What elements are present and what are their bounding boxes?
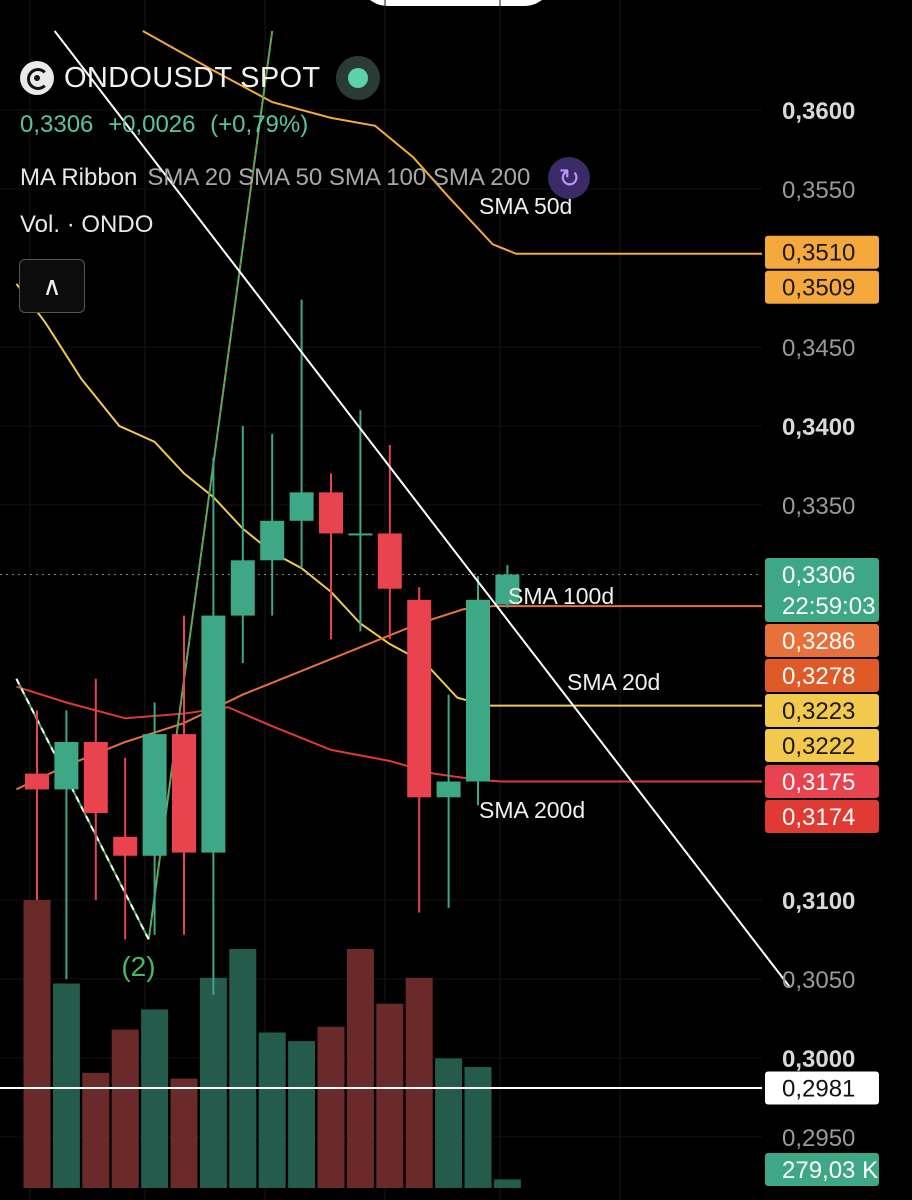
price-tag-label: 0,3509 (782, 275, 855, 302)
green-line-overlay (148, 30, 273, 940)
volume-bar (464, 1067, 492, 1188)
volume-bar (199, 977, 227, 1188)
sma-line (142, 30, 762, 255)
volume-bar (346, 948, 374, 1188)
y-tick-label: 0,3100 (782, 888, 855, 915)
price-tag-label: 0,3174 (782, 804, 855, 831)
y-tick-label: 0,3050 (782, 967, 855, 994)
y-tick-label: 0,2950 (782, 1125, 855, 1152)
y-axis: 0,3600 0,3550 0,3450 0,3400 0,3350 0,3100 0,30… (782, 98, 855, 1152)
live-dot-icon (336, 56, 381, 100)
symbol-header[interactable]: ONDOUSDT SPOT (20, 56, 381, 100)
candle-body (319, 492, 343, 534)
volume-bar (405, 977, 433, 1188)
price-tag (765, 800, 879, 833)
chevron-up-icon: ∧ (42, 270, 62, 301)
candle-body (260, 520, 285, 561)
price-tag (765, 270, 879, 304)
candle-body (230, 560, 255, 616)
volume-bar (493, 1179, 521, 1188)
y-tick-label: 0,3000 (782, 1046, 855, 1073)
price-tag-label: 0,3510 (782, 240, 855, 267)
sma-label-sma200: SMA 200d (479, 797, 585, 823)
wave-annotation: (2) (121, 951, 155, 982)
green-line-dashed (15, 678, 150, 940)
price-tag (765, 729, 879, 763)
y-tick-label: 0,3600 (782, 98, 855, 125)
price-tag (765, 694, 879, 728)
volume-tag (765, 1153, 879, 1186)
price-tag (765, 765, 879, 798)
volume-bar (52, 983, 80, 1188)
price-tag (765, 624, 879, 658)
candle-body (142, 734, 167, 856)
price-change: +0,0026 (108, 111, 196, 138)
price-tag-label: 0,3278 (782, 663, 855, 690)
price-tag-label: 0,3175 (782, 769, 855, 796)
candle-body (83, 742, 108, 814)
y-tick-label: 0,3450 (782, 335, 855, 362)
price-tag-label: 0,3286 (782, 628, 855, 655)
volume-bar (258, 1032, 286, 1188)
sma-label-sma50: SMA 50d (479, 193, 572, 219)
trendline (53, 30, 791, 988)
volume-bar (170, 1078, 198, 1188)
price-tag-label: 0,2981 (782, 1076, 855, 1103)
volume-bar (23, 900, 51, 1188)
candle-body (25, 773, 49, 790)
candle-body (495, 574, 520, 605)
green-lines (15, 30, 274, 940)
price-tags: 0,3510 0,3509 0,3306 22:59:03 0,3286 0,3278 0,… (765, 235, 879, 1105)
candles (25, 299, 520, 995)
candle-body (201, 615, 226, 853)
volume-legend[interactable]: Vol. · ONDO (20, 211, 154, 238)
symbol-title: ONDOUSDT SPOT (64, 61, 321, 94)
volume-bar (376, 1003, 404, 1188)
candle-body (466, 599, 490, 782)
volume-bar (82, 1072, 110, 1188)
price-summary: 0,3306 +0,0026 (+0,79%) (20, 111, 316, 139)
candle-body (113, 836, 138, 856)
candle-body (54, 742, 79, 790)
price-tag-countdown: 22:59:03 (782, 593, 875, 620)
price-tag-label: 0,3222 (782, 733, 855, 760)
y-tick-label: 0,3400 (782, 414, 855, 441)
indicator-name: MA Ribbon (20, 164, 138, 191)
price-tag (765, 1071, 879, 1105)
volume-bar (229, 948, 257, 1188)
y-tick-label: 0,3550 (782, 177, 855, 204)
last-price: 0,3306 (20, 111, 94, 138)
price-tag-label: 0,3306 (782, 562, 855, 589)
price-tag-label: 0,3223 (782, 698, 855, 725)
price-tag (765, 235, 879, 269)
candle-body (377, 533, 402, 589)
indicator-params: SMA 20 SMA 50 SMA 100 SMA 200 (147, 164, 531, 191)
volume-bar (288, 1041, 316, 1188)
sma-label-sma100: SMA 100d (508, 583, 614, 609)
ondo-logo-icon (20, 61, 54, 95)
candle-body (172, 734, 196, 853)
y-tick-label: 0,3350 (782, 493, 855, 520)
candle-body (289, 492, 314, 521)
volume-bars (23, 900, 521, 1188)
volume-bar (111, 1029, 139, 1188)
candle-body (407, 599, 432, 798)
volume-bar (435, 1058, 463, 1188)
indicator-legend[interactable]: MA Ribbon SMA 20 SMA 50 SMA 100 SMA 200 … (20, 157, 591, 199)
price-change-pct: (+0,79%) (210, 111, 309, 138)
volume-bar (317, 1026, 345, 1188)
price-tag (765, 659, 879, 693)
device-notch (358, 0, 554, 6)
volume-tag-label: 279,03 K (782, 1157, 878, 1184)
price-tag (765, 558, 879, 623)
volume-bar (141, 1009, 169, 1188)
collapse-button[interactable]: ∧ (19, 259, 85, 313)
candle-body (348, 533, 373, 536)
refresh-icon[interactable]: ↻ (548, 157, 591, 199)
sma-label-sma20: SMA 20d (567, 669, 660, 695)
candle-body (436, 781, 461, 798)
